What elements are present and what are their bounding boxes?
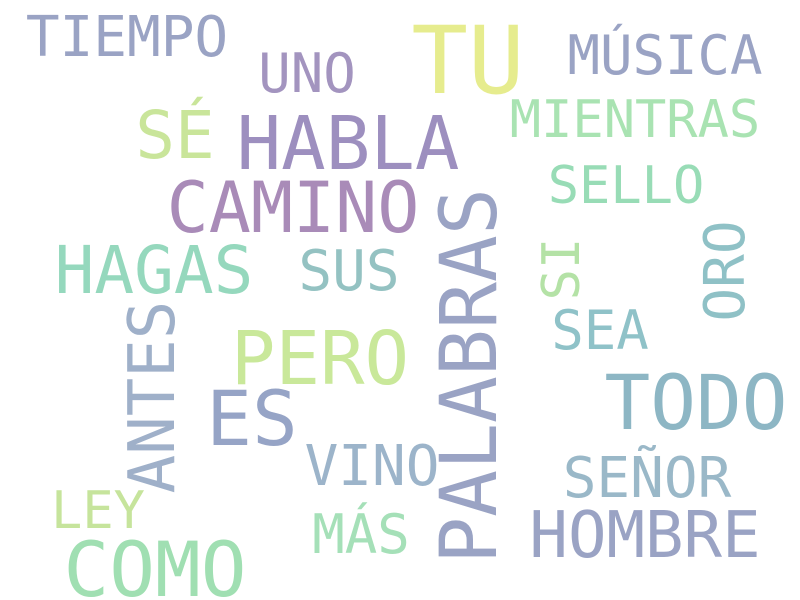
word-oro: ORO xyxy=(693,220,758,322)
word-sea: SEA xyxy=(551,299,649,362)
word-musica: MÚSICA xyxy=(567,24,763,87)
word-camino: CAMINO xyxy=(166,167,420,249)
word-sus: SUS xyxy=(298,239,400,304)
word-mas: MÁS xyxy=(312,503,410,566)
word-palabras: PALABRAS xyxy=(425,188,515,564)
word-como: COMO xyxy=(63,525,247,600)
word-antes: ANTES xyxy=(116,300,190,494)
word-uno: UNO xyxy=(258,42,356,105)
word-tiempo: TIEMPO xyxy=(25,5,229,70)
word-senor: SEÑOR xyxy=(562,446,732,511)
word-habla: HABLA xyxy=(236,101,460,187)
word-mientras: MIENTRAS xyxy=(509,90,761,150)
word-vino: VINO xyxy=(304,434,440,499)
word-todo: TODO xyxy=(604,358,788,447)
word-hombre: HOMBRE xyxy=(529,499,761,573)
word-si: SI xyxy=(532,237,592,301)
word-es: ES xyxy=(206,374,298,463)
word-tu: TU xyxy=(411,7,525,116)
word-hagas: HAGAS xyxy=(54,232,254,309)
word-sello: SELLO xyxy=(547,156,705,216)
word-pero: PERO xyxy=(230,316,410,402)
word-se: SÉ xyxy=(135,97,215,174)
word-ley: LEY xyxy=(51,481,145,541)
